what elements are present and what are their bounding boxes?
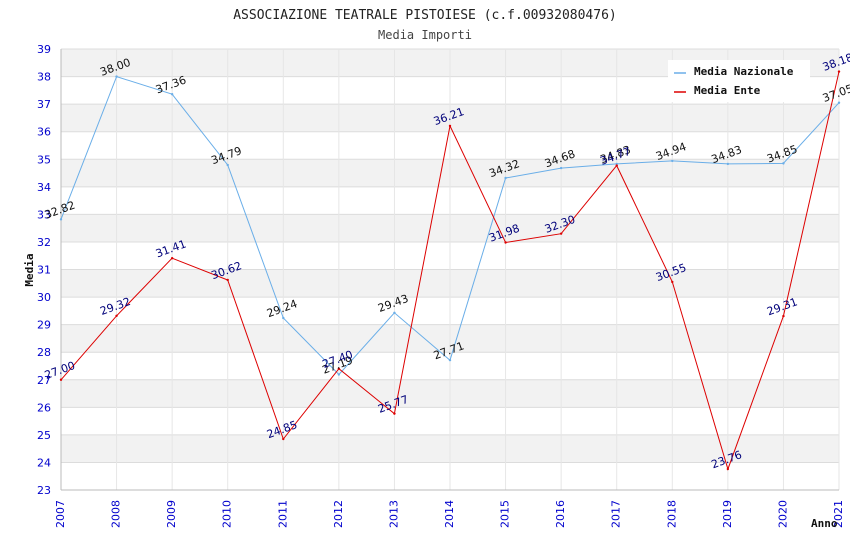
data-point	[226, 163, 229, 167]
data-point	[226, 278, 229, 282]
legend-box	[668, 60, 810, 102]
x-tick-label: 2020	[776, 500, 789, 528]
y-tick-label: 25	[37, 429, 51, 442]
y-tick-label: 31	[37, 264, 51, 277]
y-tick-label: 33	[37, 208, 51, 221]
x-tick-label: 2014	[443, 500, 456, 528]
data-point	[337, 373, 341, 376]
y-tick-label: 39	[37, 43, 51, 56]
data-point	[559, 232, 563, 235]
data-point	[837, 101, 841, 104]
data-point	[615, 162, 618, 166]
data-point	[782, 162, 785, 165]
y-tick-label: 37	[37, 98, 51, 111]
data-point	[448, 124, 452, 128]
data-point	[337, 367, 341, 370]
data-point	[504, 241, 507, 244]
chart-title: ASSOCIAZIONE TEATRALE PISTOIESE (c.f.009…	[233, 8, 617, 23]
data-point	[726, 162, 730, 166]
x-tick-label: 2015	[499, 500, 512, 528]
y-tick-label: 38	[37, 71, 51, 84]
series-group	[59, 70, 841, 471]
x-tick-label: 2012	[332, 500, 345, 528]
y-tick-label: 34	[37, 181, 51, 194]
y-tick-label: 35	[37, 153, 51, 166]
data-point	[170, 93, 174, 96]
x-tick-label: 2019	[721, 500, 734, 528]
data-point	[282, 316, 285, 320]
x-tick-label: 2007	[54, 500, 67, 528]
data-point	[504, 176, 507, 180]
y-tick-label: 27	[37, 374, 51, 387]
x-axis-label: Anno	[811, 517, 838, 530]
data-point	[393, 412, 396, 415]
y-tick-label: 30	[37, 291, 51, 304]
y-tick-label: 28	[37, 346, 51, 359]
x-tick-label: 2017	[610, 500, 623, 528]
legend-label-media-ente: Media Ente	[694, 84, 761, 97]
data-point	[115, 314, 118, 318]
y-tick-label: 32	[37, 236, 51, 249]
y-tick-label: 36	[37, 126, 51, 139]
data-label: 29.32	[98, 295, 132, 318]
x-tick-label: 2016	[554, 500, 567, 528]
data-point	[782, 314, 785, 318]
data-point	[837, 70, 841, 73]
x-tick-label: 2008	[110, 500, 123, 528]
y-tick-label: 29	[37, 319, 51, 332]
data-label: 29.31	[765, 295, 799, 318]
data-point	[115, 75, 118, 78]
x-tick-label: 2021	[832, 500, 845, 528]
data-point	[59, 218, 63, 221]
data-point	[393, 311, 396, 314]
data-label: 27.00	[43, 359, 77, 382]
data-point	[671, 159, 674, 163]
x-axis-ticks: 2007 2008 2009 2010 2011 2012 2013 2014 2015 2016…	[54, 500, 845, 528]
data-label: 29.24	[265, 297, 299, 320]
data-point	[726, 467, 730, 471]
data-point	[448, 358, 452, 362]
x-tick-label: 2009	[165, 500, 178, 528]
data-point	[59, 378, 63, 381]
y-tick-label: 23	[37, 484, 51, 497]
y-axis-label: Media	[23, 253, 36, 286]
chart-subtitle: Media Importi	[378, 28, 472, 42]
x-tick-label: 2013	[387, 500, 400, 528]
data-point	[671, 280, 674, 284]
legend-label-media-nazionale: Media Nazionale	[694, 65, 794, 78]
data-point	[170, 256, 174, 260]
legend: Media Nazionale Media Ente	[668, 60, 810, 102]
data-point	[282, 437, 285, 441]
y-tick-label: 26	[37, 401, 51, 414]
data-point	[615, 164, 618, 167]
data-point	[559, 166, 563, 170]
y-axis-ticks: 23 24 25 26 27 28 29 30 31 32 33 34 35 36 37 38 39	[37, 43, 51, 497]
x-tick-label: 2011	[276, 500, 289, 528]
x-tick-label: 2018	[665, 500, 678, 528]
y-tick-label: 24	[37, 456, 51, 469]
x-tick-label: 2010	[221, 500, 234, 528]
